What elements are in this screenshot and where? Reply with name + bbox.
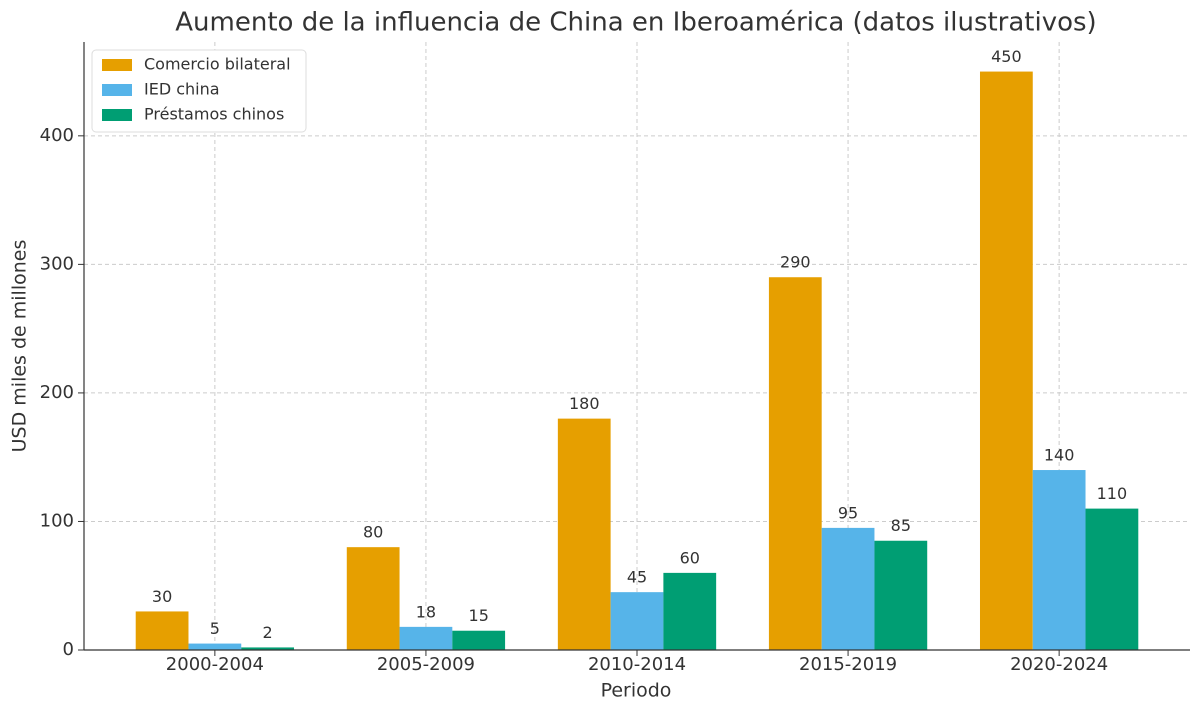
bar xyxy=(1085,508,1139,650)
value-label: 140 xyxy=(1044,446,1075,465)
bar xyxy=(452,630,506,650)
value-label: 15 xyxy=(469,606,489,625)
y-axis-label: USD miles de millones xyxy=(9,240,31,453)
bar xyxy=(979,71,1033,651)
value-label: 450 xyxy=(991,47,1022,66)
y-tick-label: 0 xyxy=(63,639,74,660)
bar xyxy=(241,647,295,650)
legend-label: Préstamos chinos xyxy=(144,105,284,124)
value-label: 45 xyxy=(627,568,647,587)
bar xyxy=(399,626,453,650)
x-tick-label: 2000-2004 xyxy=(166,654,264,675)
x-tick-label: 2010-2014 xyxy=(588,654,686,675)
legend-swatch xyxy=(102,84,132,96)
bar xyxy=(821,527,875,650)
value-label: 2 xyxy=(263,623,273,642)
legend-label: IED china xyxy=(144,80,220,99)
bar xyxy=(1032,470,1086,650)
legend-swatch xyxy=(102,59,132,71)
value-label: 30 xyxy=(152,587,172,606)
x-tick-label: 2020-2024 xyxy=(1010,654,1108,675)
value-label: 5 xyxy=(210,619,220,638)
value-label: 95 xyxy=(838,503,858,522)
y-tick-label: 400 xyxy=(40,125,74,146)
x-tick-label: 2015-2019 xyxy=(799,654,897,675)
bar xyxy=(135,611,189,650)
bar xyxy=(663,572,717,650)
value-label: 18 xyxy=(416,602,436,621)
y-tick-label: 200 xyxy=(40,382,74,403)
value-label: 180 xyxy=(569,394,600,413)
legend-label: Comercio bilateral xyxy=(144,55,291,74)
bar xyxy=(874,540,928,650)
legend: Comercio bilateral IED china Préstamos chi… xyxy=(91,49,307,133)
bar xyxy=(346,547,400,650)
x-tick-label: 2005-2009 xyxy=(377,654,475,675)
bar xyxy=(188,643,242,650)
bar xyxy=(610,592,664,650)
x-axis-label: Periodo xyxy=(601,680,672,702)
bar xyxy=(557,418,611,650)
y-tick-label: 100 xyxy=(40,510,74,531)
value-label: 85 xyxy=(891,516,911,535)
y-tick-label: 300 xyxy=(40,253,74,274)
value-label: 290 xyxy=(780,253,811,272)
value-label: 60 xyxy=(680,548,700,567)
legend-swatch xyxy=(102,109,132,121)
chart-title: Aumento de la influencia de China en Ibe… xyxy=(175,8,1096,38)
value-label: 80 xyxy=(363,523,383,542)
value-label: 110 xyxy=(1097,484,1128,503)
legend-box xyxy=(91,49,307,133)
bar xyxy=(768,277,822,650)
